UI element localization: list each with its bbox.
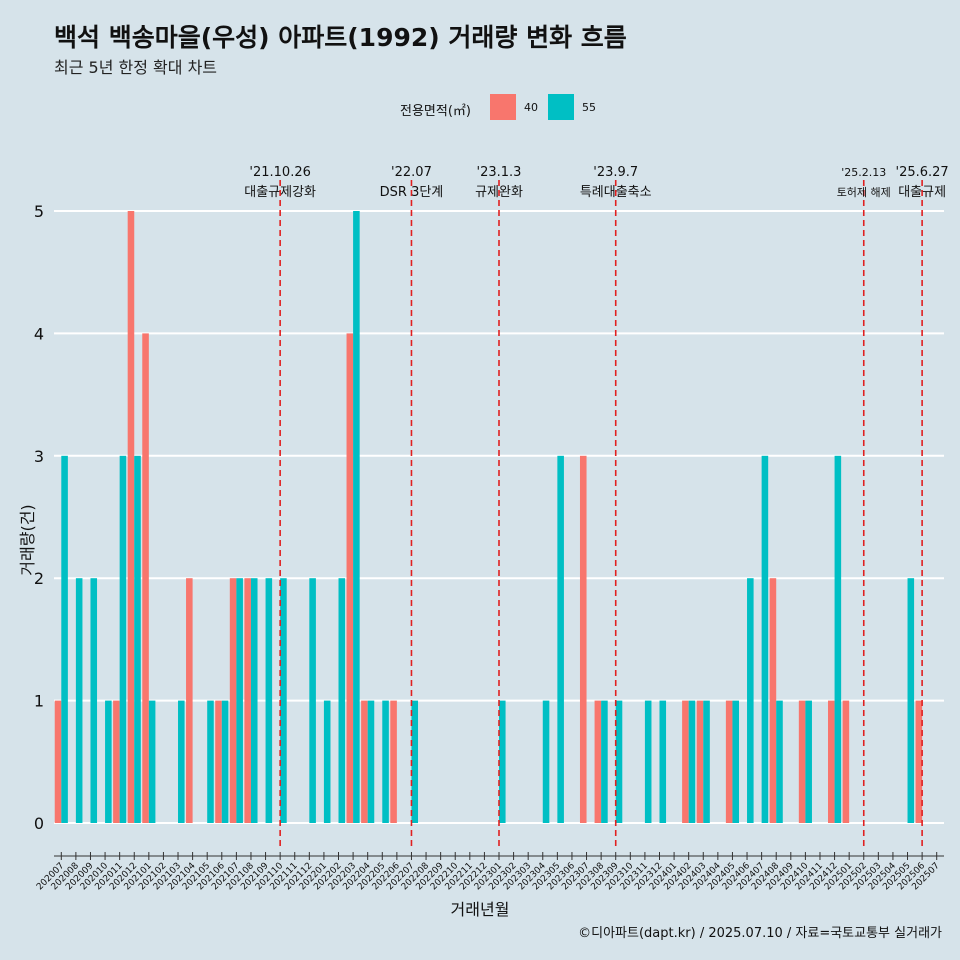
event-label: 토허제 해제 [837, 185, 891, 199]
bar-55-202205 [382, 700, 389, 823]
bar-55-202204 [367, 700, 375, 823]
event-date: '22.07 [391, 165, 432, 180]
bar-40-202206 [390, 700, 397, 823]
bar-40-202106 [215, 700, 222, 823]
bar-55-202309 [615, 700, 623, 823]
bar-55-202403 [703, 700, 710, 823]
bar-55-202009 [90, 578, 98, 823]
event-label: 특례대출축소 [580, 185, 652, 200]
source-caption: ©디아파트(dapt.kr) / 2025.07.10 / 자료=국토교통부 실… [578, 926, 942, 941]
bar-55-202308 [601, 700, 608, 823]
bar-40-202107 [229, 578, 237, 823]
bar-55-202112 [309, 578, 316, 823]
bar-55-202412 [834, 455, 842, 823]
bar-55-202007 [61, 455, 68, 823]
bar-40-202307 [579, 455, 587, 823]
bar-55-202201 [323, 700, 331, 823]
bar-55-202301 [499, 700, 506, 823]
bar-40-202203 [346, 333, 354, 823]
bar-55-202010 [105, 700, 112, 823]
bar-40-202402 [682, 700, 689, 823]
bar-55-202110 [280, 578, 287, 823]
bar-55-202406 [747, 578, 754, 823]
bar-40-202012 [127, 211, 135, 823]
y-tick-label: 3 [34, 447, 44, 466]
chart-title: 백석 백송마을(우성) 아파트(1992) 거래량 변화 흐름 [54, 23, 627, 52]
bar-40-202412 [828, 700, 835, 823]
event-date: '23.9.7 [593, 165, 638, 180]
y-tick-label: 2 [34, 569, 44, 588]
bar-55-202407 [761, 455, 769, 823]
event-date: '23.1.3 [477, 165, 522, 180]
event-date: '25.2.13 [841, 166, 886, 179]
bar-55-202311 [644, 700, 652, 823]
bar-55-202011 [119, 455, 127, 823]
bar-40-202410 [798, 700, 806, 823]
bar-55-202106 [221, 700, 229, 823]
bar-40-202101 [142, 333, 149, 823]
bar-55-202408 [776, 700, 783, 823]
bar-55-202107 [236, 578, 243, 823]
legend-label-55: 55 [582, 101, 596, 114]
bar-40-202011 [113, 700, 120, 823]
event-label: DSR 3단계 [380, 185, 444, 200]
bar-40-202501 [842, 700, 850, 823]
legend: 전용면적(㎡) 40 55 [0, 94, 960, 122]
bar-55-202305 [557, 455, 564, 823]
bar-40-202108 [244, 578, 251, 823]
bar-55-202405 [732, 700, 740, 823]
bar-40-202204 [361, 700, 368, 823]
bar-40-202405 [725, 700, 733, 823]
legend-swatch-55 [548, 94, 574, 120]
legend-label-40: 40 [524, 101, 538, 114]
bar-55-202505 [907, 578, 915, 823]
bar-55-202008 [75, 578, 83, 823]
y-axis-label: 거래량(건) [18, 504, 37, 576]
legend-swatch-40 [490, 94, 516, 120]
y-tick-label: 0 [34, 814, 44, 833]
bar-55-202203 [353, 211, 360, 823]
bar-55-202109 [265, 578, 273, 823]
bar-40-202408 [769, 578, 777, 823]
bar-55-202105 [207, 700, 214, 823]
bar-40-202007 [54, 700, 62, 823]
bar-55-202103 [178, 700, 185, 823]
bar-40-202104 [186, 578, 193, 823]
bar-40-202308 [594, 700, 602, 823]
bar-55-202304 [542, 700, 550, 823]
bar-55-202202 [338, 578, 346, 823]
bar-40-202506 [915, 700, 923, 823]
bar-55-202410 [805, 700, 812, 823]
bar-55-202402 [688, 700, 696, 823]
event-label: 규제완화 [475, 185, 523, 200]
bar-55-202108 [250, 578, 258, 823]
y-tick-label: 5 [34, 202, 44, 221]
bar-40-202403 [696, 700, 704, 823]
bar-55-202101 [148, 700, 156, 823]
event-date: '25.6.27 [896, 165, 949, 180]
legend-title: 전용면적(㎡) [400, 104, 471, 119]
chart-subtitle: 최근 5년 한정 확대 차트 [54, 58, 218, 77]
y-tick-label: 1 [34, 692, 44, 711]
bar-55-202207 [411, 700, 419, 823]
x-axis-label: 거래년월 [450, 900, 510, 919]
y-tick-label: 4 [34, 324, 44, 343]
event-label: 대출규제 [898, 185, 946, 200]
bar-55-202312 [659, 700, 667, 823]
event-label: 대출규제강화 [244, 185, 316, 200]
event-date: '21.10.26 [249, 165, 310, 180]
bar-55-202012 [134, 455, 141, 823]
